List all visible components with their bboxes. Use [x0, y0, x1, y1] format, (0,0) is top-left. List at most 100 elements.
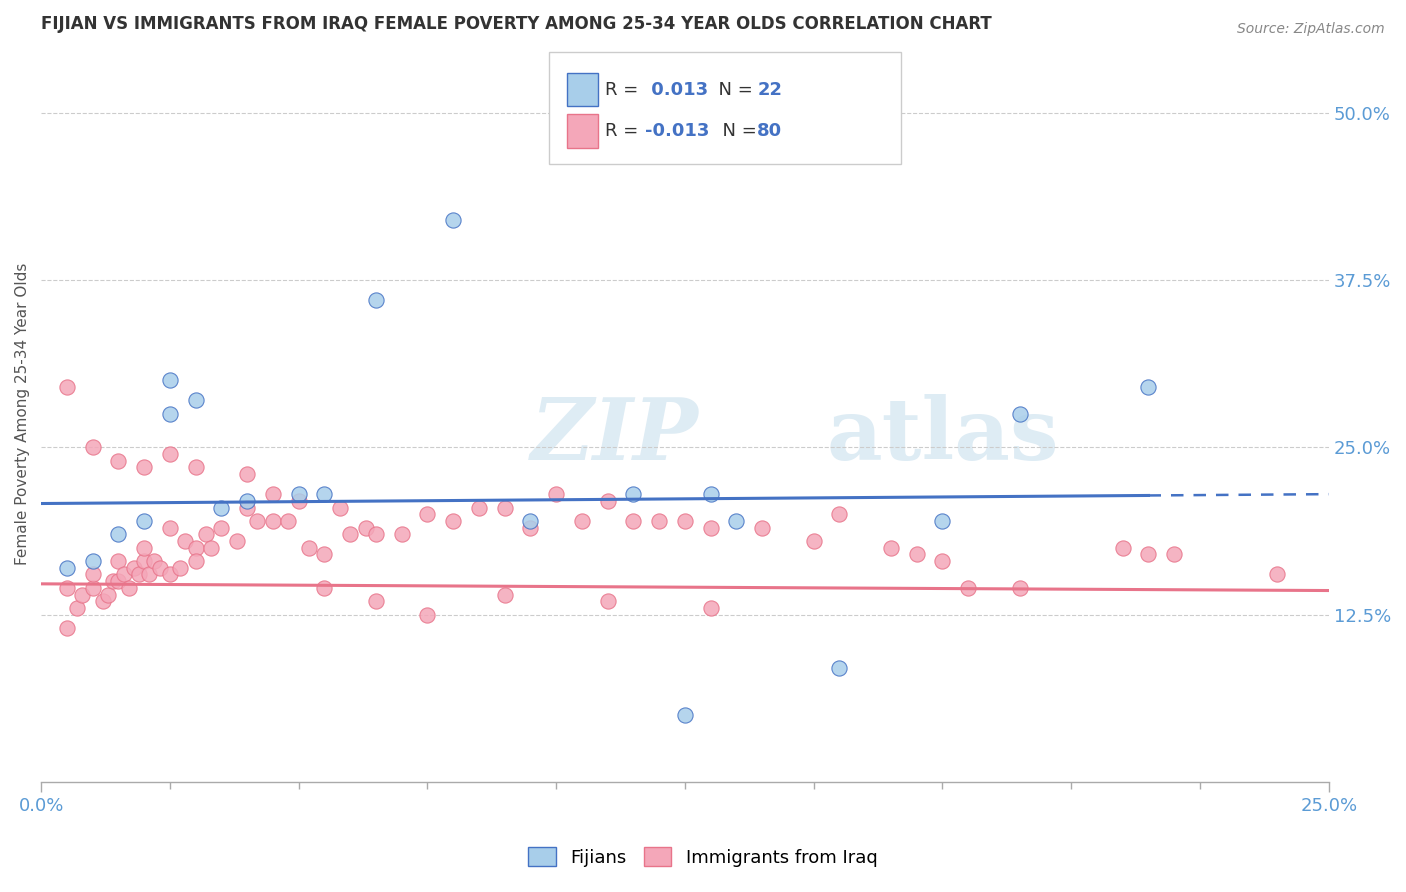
Point — [107, 527, 129, 541]
Point — [1112, 541, 1135, 555]
Point — [571, 514, 593, 528]
Point — [82, 554, 104, 568]
Point — [931, 554, 953, 568]
Point — [1137, 548, 1160, 562]
Point — [209, 520, 232, 534]
Point — [441, 514, 464, 528]
Point — [184, 554, 207, 568]
Point — [623, 487, 645, 501]
Text: 0.013: 0.013 — [645, 80, 707, 98]
Point — [699, 520, 721, 534]
Point — [200, 541, 222, 555]
Text: R =: R = — [606, 121, 644, 139]
Point — [494, 500, 516, 515]
Point — [441, 212, 464, 227]
Point — [134, 514, 156, 528]
Point — [751, 520, 773, 534]
Point — [56, 621, 79, 635]
Point — [546, 487, 568, 501]
Legend: Fijians, Immigrants from Iraq: Fijians, Immigrants from Iraq — [522, 840, 884, 874]
Point — [134, 460, 156, 475]
Point — [828, 661, 851, 675]
Point — [174, 534, 197, 549]
Point — [596, 493, 619, 508]
Point — [314, 581, 336, 595]
Point — [277, 514, 299, 528]
Point — [159, 567, 181, 582]
Point — [596, 594, 619, 608]
Point — [673, 514, 696, 528]
Point — [468, 500, 491, 515]
Point — [298, 541, 321, 555]
Point — [134, 554, 156, 568]
Point — [354, 520, 377, 534]
Point — [107, 453, 129, 467]
Point — [957, 581, 980, 595]
Point — [494, 588, 516, 602]
Point — [97, 588, 120, 602]
Point — [931, 514, 953, 528]
Point — [103, 574, 125, 589]
Text: -0.013: -0.013 — [645, 121, 709, 139]
Point — [184, 460, 207, 475]
Point — [184, 393, 207, 408]
Point — [246, 514, 269, 528]
Point — [699, 601, 721, 615]
Point — [880, 541, 903, 555]
Point — [72, 588, 94, 602]
Point — [56, 581, 79, 595]
Point — [159, 447, 181, 461]
Point — [648, 514, 671, 528]
Point — [364, 594, 387, 608]
Text: N =: N = — [711, 121, 762, 139]
Text: Source: ZipAtlas.com: Source: ZipAtlas.com — [1237, 22, 1385, 37]
Point — [287, 487, 309, 501]
Text: 80: 80 — [758, 121, 782, 139]
Point — [66, 601, 89, 615]
Point — [236, 500, 259, 515]
Point — [623, 514, 645, 528]
Point — [225, 534, 247, 549]
Point — [725, 514, 748, 528]
Text: ZIP: ZIP — [530, 394, 699, 477]
Point — [416, 507, 439, 521]
Point — [1137, 380, 1160, 394]
Point — [673, 708, 696, 723]
Point — [112, 567, 135, 582]
Point — [339, 527, 361, 541]
Point — [56, 380, 79, 394]
Point — [128, 567, 150, 582]
Point — [122, 561, 145, 575]
Point — [314, 487, 336, 501]
Point — [1163, 548, 1185, 562]
Point — [159, 373, 181, 387]
Point — [107, 554, 129, 568]
Point — [1265, 567, 1288, 582]
Point — [391, 527, 413, 541]
Text: N =: N = — [707, 80, 758, 98]
Point — [1008, 581, 1031, 595]
Point — [236, 493, 259, 508]
Point — [364, 527, 387, 541]
Point — [118, 581, 141, 595]
Point — [194, 527, 217, 541]
Point — [699, 487, 721, 501]
Point — [1008, 407, 1031, 421]
Point — [134, 541, 156, 555]
Point — [209, 500, 232, 515]
Point — [159, 407, 181, 421]
Point — [236, 467, 259, 481]
Point — [159, 520, 181, 534]
Point — [828, 507, 851, 521]
Point — [519, 514, 541, 528]
Point — [314, 548, 336, 562]
Point — [416, 607, 439, 622]
Point — [148, 561, 170, 575]
Point — [169, 561, 191, 575]
Text: R =: R = — [606, 80, 644, 98]
Point — [905, 548, 928, 562]
Point — [184, 541, 207, 555]
Point — [82, 581, 104, 595]
Point — [82, 567, 104, 582]
Point — [82, 440, 104, 454]
